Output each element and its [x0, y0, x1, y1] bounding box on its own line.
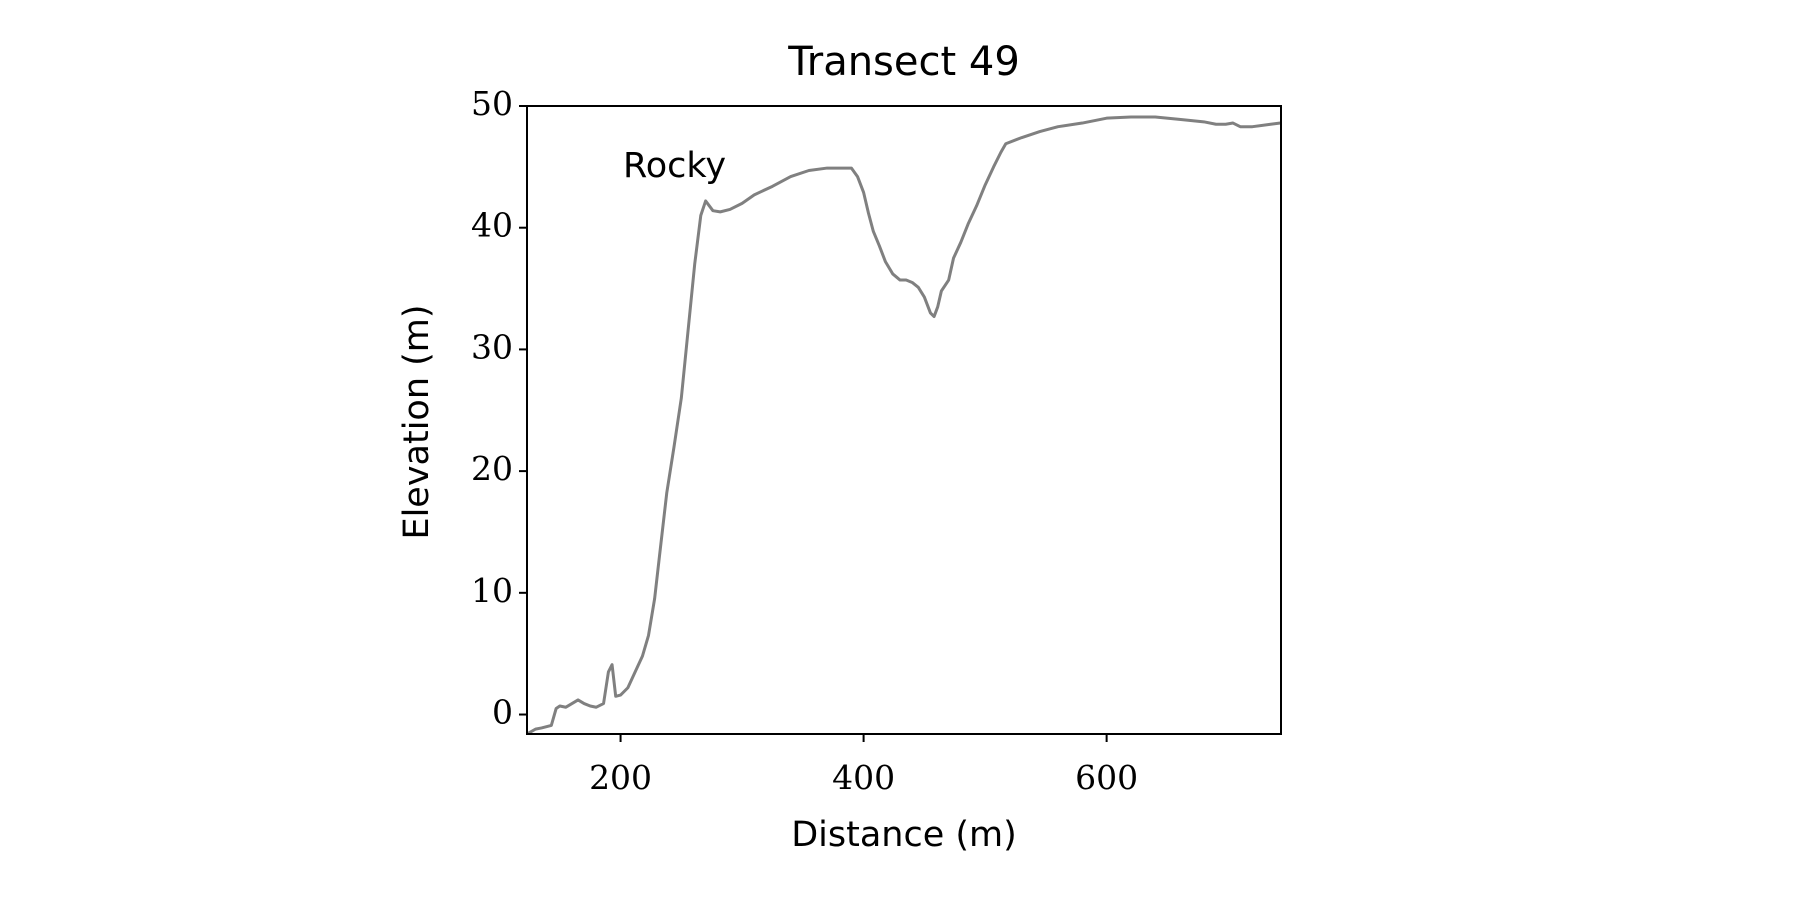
x-tick-label: 200 — [589, 758, 652, 797]
y-tick-label: 50 — [471, 84, 513, 123]
chart-title: Transect 49 — [787, 39, 1020, 85]
y-axis-label: Elevation (m) — [397, 304, 437, 539]
y-tick-label: 0 — [492, 693, 513, 732]
y-tick-label: 20 — [471, 449, 513, 488]
y-tick-label: 40 — [471, 206, 513, 245]
elevation-line — [527, 115, 1281, 734]
x-tick-label: 600 — [1075, 758, 1138, 797]
y-tick-label: 10 — [471, 571, 513, 610]
x-axis-label: Distance (m) — [791, 815, 1017, 855]
x-tick-label: 400 — [832, 758, 895, 797]
annotation: Rocky — [623, 146, 726, 186]
y-tick-label: 30 — [471, 327, 513, 366]
plot-frame — [526, 105, 1282, 735]
